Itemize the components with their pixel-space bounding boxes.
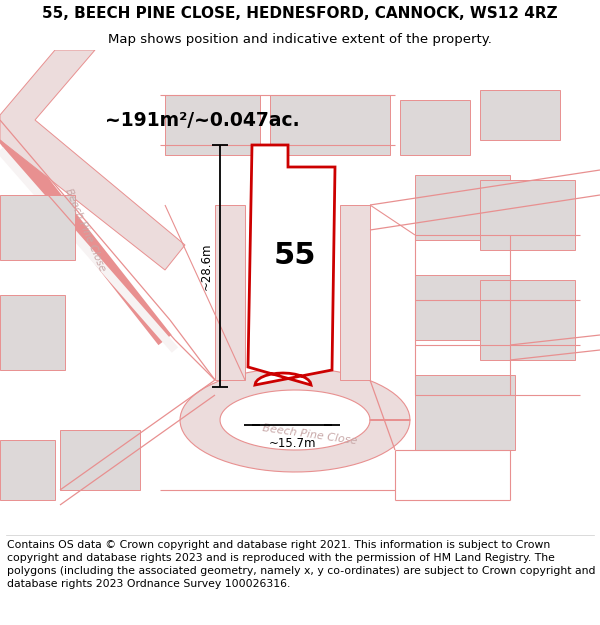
Polygon shape xyxy=(165,95,260,155)
Polygon shape xyxy=(270,95,390,155)
Polygon shape xyxy=(180,368,410,472)
Polygon shape xyxy=(400,100,470,155)
Polygon shape xyxy=(480,280,575,360)
Polygon shape xyxy=(248,145,335,385)
Polygon shape xyxy=(480,90,560,140)
Polygon shape xyxy=(0,50,185,270)
Polygon shape xyxy=(340,205,370,380)
Text: Beech Pine Close: Beech Pine Close xyxy=(63,187,107,273)
Polygon shape xyxy=(415,375,515,450)
Polygon shape xyxy=(0,440,55,500)
Text: Beech Pine Close: Beech Pine Close xyxy=(262,423,358,447)
Polygon shape xyxy=(415,275,510,340)
Polygon shape xyxy=(415,175,510,240)
Polygon shape xyxy=(215,205,245,380)
Text: ~28.6m: ~28.6m xyxy=(200,242,213,290)
Text: 55: 55 xyxy=(274,241,316,269)
Polygon shape xyxy=(60,430,140,490)
Text: ~15.7m: ~15.7m xyxy=(268,437,316,450)
Polygon shape xyxy=(480,180,575,250)
Text: ~191m²/~0.047ac.: ~191m²/~0.047ac. xyxy=(105,111,299,129)
Polygon shape xyxy=(0,295,65,370)
Text: Contains OS data © Crown copyright and database right 2021. This information is : Contains OS data © Crown copyright and d… xyxy=(7,541,596,589)
Polygon shape xyxy=(0,195,75,260)
Text: Map shows position and indicative extent of the property.: Map shows position and indicative extent… xyxy=(108,32,492,46)
Text: 55, BEECH PINE CLOSE, HEDNESFORD, CANNOCK, WS12 4RZ: 55, BEECH PINE CLOSE, HEDNESFORD, CANNOC… xyxy=(42,6,558,21)
